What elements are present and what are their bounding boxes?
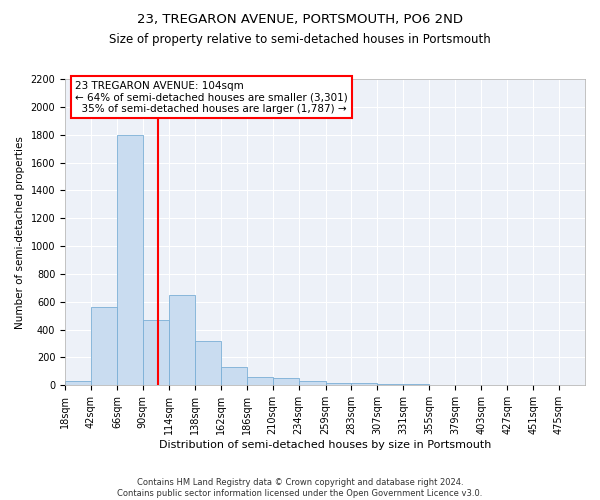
Text: Size of property relative to semi-detached houses in Portsmouth: Size of property relative to semi-detach… [109,32,491,46]
Bar [143,320,169,386]
Bar [559,384,585,386]
Bar [91,308,117,386]
Bar [481,384,507,386]
Bar [247,377,272,386]
Bar [65,381,91,386]
Bar [377,384,403,386]
Bar [352,382,377,386]
Y-axis label: Number of semi-detached properties: Number of semi-detached properties [15,136,25,328]
Bar [221,367,247,386]
Bar [195,341,221,386]
Text: 23, TREGARON AVENUE, PORTSMOUTH, PO6 2ND: 23, TREGARON AVENUE, PORTSMOUTH, PO6 2ND [137,12,463,26]
Bar [403,384,430,386]
Bar [455,384,481,386]
Text: Contains HM Land Registry data © Crown copyright and database right 2024.
Contai: Contains HM Land Registry data © Crown c… [118,478,482,498]
Bar [507,384,533,386]
Bar [533,384,559,386]
Bar [117,134,143,386]
X-axis label: Distribution of semi-detached houses by size in Portsmouth: Distribution of semi-detached houses by … [159,440,491,450]
Bar [299,381,326,386]
Text: 23 TREGARON AVENUE: 104sqm
← 64% of semi-detached houses are smaller (3,301)
  3: 23 TREGARON AVENUE: 104sqm ← 64% of semi… [76,80,348,114]
Bar [326,382,352,386]
Bar [272,378,299,386]
Bar [169,295,195,386]
Bar [430,384,455,386]
